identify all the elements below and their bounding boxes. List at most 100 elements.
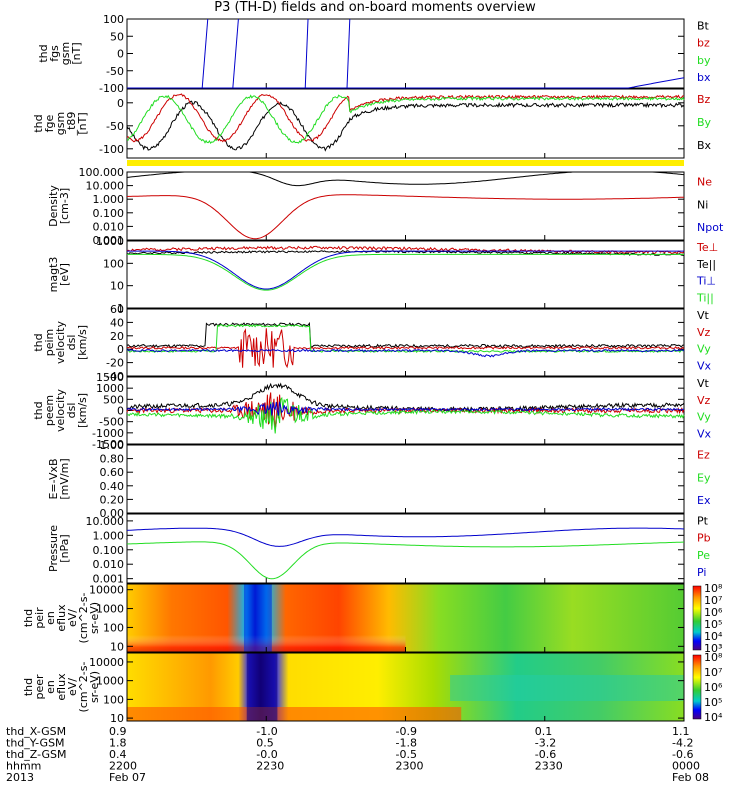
y-tick-label: 0.60 <box>100 466 125 479</box>
y-tick-label: 1000 <box>96 603 124 616</box>
colorbar <box>692 585 702 651</box>
y-tick-label: 10 <box>110 712 124 725</box>
legend-entry: Te|| <box>696 258 716 271</box>
y-tick-label: 0 <box>117 343 124 356</box>
y-tick-label: 10 <box>110 280 124 293</box>
y-tick-label: 1 <box>117 302 124 315</box>
spectrogram-electron-low-band <box>127 707 462 721</box>
y-tick-label: 1.00 <box>100 439 125 452</box>
legend-entry: Pe <box>697 549 710 562</box>
y-axis-label: Pressure[nPa] <box>47 525 71 572</box>
legend-entry: Vy <box>697 343 711 356</box>
legend-entry: Vz <box>697 394 711 407</box>
ephemeris-label: thd_Y-GSM <box>6 737 65 750</box>
ephemeris-value: 1.8 <box>109 737 127 750</box>
fgs-bx-trace <box>232 18 239 89</box>
colorbar-label: 10⁸ <box>704 582 723 595</box>
y-axis-label: thdpeirenefluxeV/(cm^2-s-sr-eV) <box>22 593 101 644</box>
y-tick-label: 10.000 <box>86 515 125 528</box>
y-tick-label: -1500 <box>92 438 124 451</box>
y-tick-label: 10000 <box>89 584 124 597</box>
y-tick-label: -20 <box>106 357 124 370</box>
ephemeris-value: -0.9 <box>396 725 417 738</box>
y-tick-label: -40 <box>106 370 124 383</box>
status-bar <box>127 160 684 166</box>
y-tick-label: 100.000 <box>79 166 125 179</box>
ephemeris-value: Feb 08 <box>672 771 709 784</box>
y-tick-label: -100 <box>99 82 124 95</box>
y-tick-label: 0.80 <box>100 453 125 466</box>
chart-title: P3 (TH-D) fields and on-board moments ov… <box>214 0 536 15</box>
panel-pressure: 10.0001.0000.1000.0100.001Pressure[nPa]P… <box>47 513 711 586</box>
y-axis-label-line: sr-eV) <box>88 602 101 634</box>
panel-fge: 0 -50 -100 thdfgegsm_t89[nT] Bz By Bx <box>32 88 712 159</box>
colorbar-label: 10³ <box>704 642 722 655</box>
y-tick-label: 0.00 <box>100 507 125 520</box>
y-axis-label-line: peer <box>33 674 46 700</box>
y-axis-label-line: en <box>44 611 57 625</box>
legend-entry: Ni <box>697 198 708 211</box>
y-axis-label-line: _t89 <box>65 112 78 137</box>
legend-entry: bx <box>697 71 711 84</box>
panel-fgs: 100 50 0 -50 -100 thdfgsgsm[nT] Bt bz by bx <box>37 13 711 95</box>
ephemeris-value: 0.1 <box>535 725 553 738</box>
legend-entry: Bt <box>697 19 710 32</box>
y-tick-label: 50 <box>110 30 124 43</box>
peem-vx-line <box>126 401 684 416</box>
y-axis-label-line: [nT] <box>70 42 83 64</box>
panel-peer: 10000 1000 100 10 thdpeerenefluxeV/(cm^2-s-s… <box>22 651 723 725</box>
y-axis-label-line: [eV] <box>58 263 71 286</box>
ephemeris-value: 0.9 <box>109 725 127 738</box>
y-axis-label: thdpeimvelocitydsl[km/s] <box>32 321 89 364</box>
y-axis-label-line: [mV/m] <box>58 458 71 499</box>
fgs-bx-tail <box>127 77 685 89</box>
legend-entry: Pb <box>697 532 711 545</box>
y-tick-label: 0.100 <box>93 544 125 557</box>
y-axis-label-line: (cm^2-s- <box>77 662 90 713</box>
fgs-bx-trace <box>304 18 309 89</box>
temp-ti-perp-line <box>127 250 684 290</box>
panel-frame <box>126 444 685 514</box>
ephemeris-value: 2330 <box>535 760 563 773</box>
panel-frame <box>126 308 685 377</box>
y-tick-label: 0.20 <box>100 493 125 506</box>
y-tick-label: 100 <box>103 13 124 26</box>
legend-entry: Vt <box>697 377 710 390</box>
peem-vz-line <box>126 392 685 430</box>
y-axis-label: thdpeemvelocitydsl[km/s] <box>32 389 89 432</box>
y-tick-label: 20 <box>110 330 124 343</box>
colorbar-label: 10⁷ <box>704 594 722 607</box>
ephemeris-value: 0.5 <box>256 737 274 750</box>
y-axis-label-line: magt3 <box>47 257 60 293</box>
spectrogram-ion-gap <box>243 584 272 652</box>
colorbar-label: 10⁵ <box>704 696 722 709</box>
y-axis-label-line: Pressure <box>47 525 60 572</box>
legend-entry: Vx <box>697 359 712 372</box>
y-axis-label-line: eV/ <box>66 609 79 627</box>
ephemeris-value: -0.6 <box>672 748 693 761</box>
y-tick-label: -50 <box>106 65 124 78</box>
spectrogram-electron-gap <box>246 653 278 721</box>
y-tick-label: 1000 <box>96 382 124 395</box>
y-tick-label: 10000 <box>89 656 124 669</box>
legend-entry: Ne <box>697 176 712 189</box>
legend-entry: Te⊥ <box>696 241 718 254</box>
panel-peir: 10000 1000 100 10 thdpeirenefluxeV/(cm^2-s-s… <box>22 582 723 655</box>
colorbar-label: 10⁶ <box>704 681 723 694</box>
y-tick-label: 0.100 <box>93 207 125 220</box>
ephemeris-value: 0.4 <box>109 748 127 761</box>
density-ne-line <box>126 194 685 240</box>
y-axis-label: Density[cm-3] <box>47 185 71 227</box>
legend-entry: Pt <box>697 514 709 527</box>
y-axis-label-line: thd <box>32 333 45 351</box>
legend-entry: Vx <box>697 427 712 440</box>
peim-vz-line <box>126 328 685 369</box>
peem-vt-line <box>126 382 685 413</box>
ephemeris-value: -1.0 <box>256 725 277 738</box>
legend-entry: Ti⊥ <box>696 275 716 288</box>
y-axis-label-line: fgs <box>48 45 61 62</box>
y-axis-label-line: eflux <box>55 673 68 701</box>
legend-entry: bz <box>697 37 710 50</box>
